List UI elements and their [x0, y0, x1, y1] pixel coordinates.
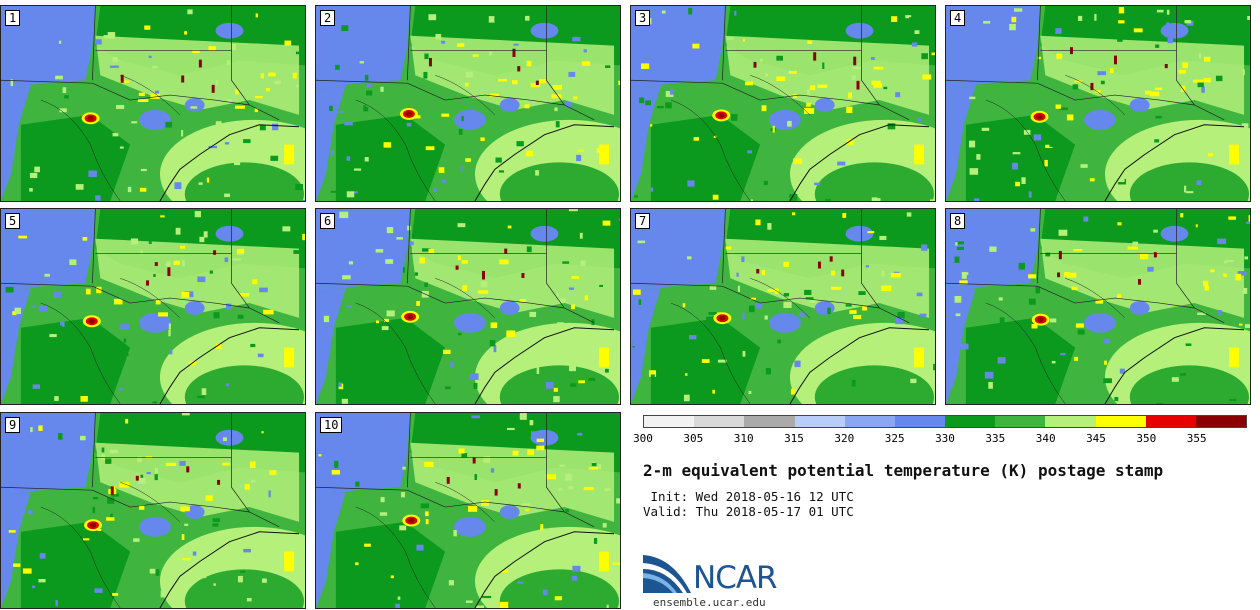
- colorbar-bin: [894, 416, 946, 427]
- colorbar-tick-label: 335: [985, 432, 1006, 445]
- colorbar-bin: [794, 416, 845, 427]
- member-number-label: 4: [950, 10, 966, 26]
- ensemble-member-map: 8: [945, 208, 1251, 405]
- ensemble-member-map: 9: [0, 412, 306, 609]
- colorbar-tick-label: 340: [1035, 432, 1056, 445]
- ensemble-member-map: 6: [315, 208, 621, 405]
- member-number-label: 3: [635, 10, 651, 26]
- colorbar-bin: [1195, 416, 1247, 427]
- ensemble-member-map: 10: [315, 412, 621, 609]
- figure-title: 2-m equivalent potential temperature (K)…: [643, 461, 1164, 480]
- colorbar-tick-labels: 300 305 310 315 320 325 330 335 340 345 350 355: [633, 432, 1247, 446]
- member-number-label: 2: [320, 10, 336, 26]
- ensemble-member-map: 5: [0, 208, 306, 405]
- colorbar-tick-label: 310: [733, 432, 754, 445]
- colorbar-tick-label: 320: [834, 432, 855, 445]
- member-number-label: 10: [320, 417, 343, 433]
- colorbar: [643, 415, 1247, 428]
- ncar-logo-icon: [643, 555, 691, 593]
- member-number-label: 8: [950, 213, 966, 229]
- ensemble-member-map: 3: [630, 5, 936, 202]
- ensemble-member-map: 7: [630, 208, 936, 405]
- colorbar-bin: [694, 416, 745, 427]
- member-number-label: 6: [320, 213, 336, 229]
- colorbar-tick-label: 345: [1086, 432, 1106, 445]
- ensemble-url: ensemble.ucar.edu: [653, 596, 766, 609]
- colorbar-bin: [995, 416, 1046, 427]
- colorbar-bin: [744, 416, 795, 427]
- member-number-label: 9: [5, 417, 21, 433]
- colorbar-bin: [844, 416, 895, 427]
- colorbar-bin: [1095, 416, 1146, 427]
- colorbar-tick-label: 355: [1186, 432, 1207, 445]
- colorbar-tick-label: 305: [683, 432, 704, 445]
- colorbar-tick-label: 350: [1136, 432, 1157, 445]
- colorbar-bin: [945, 416, 996, 427]
- colorbar-tick-label: 325: [884, 432, 905, 445]
- member-number-label: 5: [5, 213, 21, 229]
- colorbar-bin: [1045, 416, 1096, 427]
- member-number-label: 1: [5, 10, 21, 26]
- colorbar-tick-label: 315: [784, 432, 804, 445]
- init-time: Init: Wed 2018-05-16 12 UTC: [643, 489, 854, 504]
- colorbar-bin: [644, 416, 695, 427]
- member-number-label: 7: [635, 213, 651, 229]
- colorbar-tick-label: 330: [935, 432, 955, 445]
- ensemble-member-map: 4: [945, 5, 1251, 202]
- colorbar-bin: [1145, 416, 1196, 427]
- ncar-logo-text: NCAR: [693, 560, 778, 596]
- ensemble-member-map: 1: [0, 5, 306, 202]
- valid-time: Valid: Thu 2018-05-17 01 UTC: [643, 504, 854, 519]
- colorbar-tick-label: 300: [633, 432, 653, 445]
- ensemble-member-map: 2: [315, 5, 621, 202]
